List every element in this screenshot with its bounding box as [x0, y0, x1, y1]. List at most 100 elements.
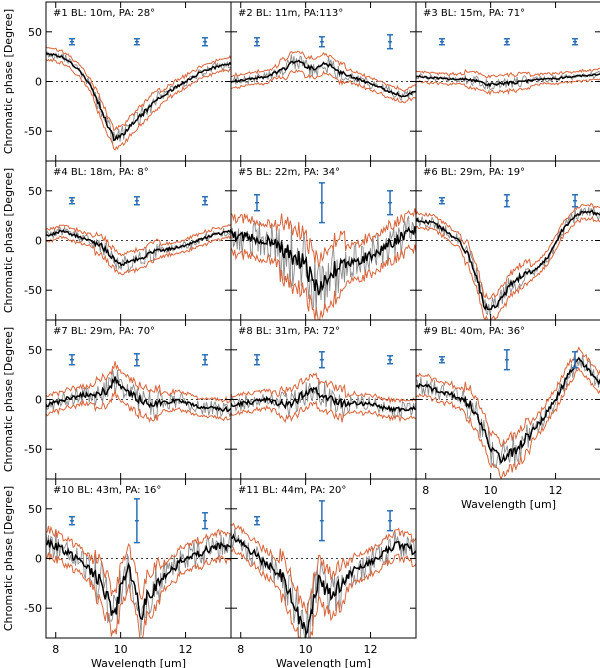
error-bar [133, 196, 140, 206]
mean-phase-curve [231, 59, 416, 98]
panel-2: #2 BL: 11m, PA:113° [230, 1, 417, 162]
y-tick-label: -50 [24, 602, 42, 615]
panel-3: #3 BL: 15m, PA: 71° [415, 1, 600, 162]
plot-area [46, 361, 231, 423]
mean-phase-curve [416, 356, 600, 464]
plot-area [416, 346, 600, 479]
error-bar [68, 38, 75, 46]
upper-envelope [231, 372, 416, 405]
upper-envelope [416, 346, 600, 448]
x-tick-label: 8 [422, 484, 429, 497]
error-bar [387, 510, 394, 532]
y-tick-label: -50 [24, 284, 42, 297]
x-axis-label: Wavelength [um] [461, 498, 556, 511]
lower-envelope [231, 244, 416, 320]
panel-10: #10 BL: 43m, PA: 16° -50 0 50 Chromatic phas… [2, 478, 232, 668]
y-tick-label: 50 [28, 185, 42, 198]
error-bar [572, 38, 579, 46]
lower-envelope [46, 234, 231, 276]
error-bar [438, 356, 445, 364]
x-tick-label: 12 [179, 643, 193, 656]
error-bar [68, 354, 75, 366]
upper-envelope [46, 361, 231, 404]
panel-5: #5 BL: 22m, PA: 34° [230, 160, 417, 321]
y-axis-label: Chromatic phase [Degree] [2, 486, 15, 631]
error-bar [503, 194, 510, 208]
mean-phase-curve [46, 376, 231, 413]
x-tick-label: 10 [114, 643, 128, 656]
panel-label: #1 BL: 10m, PA: 28° [53, 8, 155, 19]
plot-area [231, 208, 416, 320]
panel-label: #6 BL: 29m, PA: 19° [423, 167, 525, 178]
upper-envelope [46, 525, 231, 600]
error-bar [438, 38, 445, 46]
error-bar [503, 349, 510, 371]
panel-label: #4 BL: 18m, PA: 8° [53, 167, 149, 178]
lower-envelope [46, 58, 231, 151]
error-bar [202, 196, 209, 206]
error-bar [253, 516, 260, 526]
panel-1: #1 BL: 10m, PA: 28° -50 0 50 Chromatic phase… [2, 1, 232, 162]
x-axis-label: Wavelength [um] [91, 657, 186, 668]
mean-phase-curve [231, 226, 416, 296]
lower-envelope [416, 366, 600, 479]
plot-area [416, 67, 600, 96]
y-axis-label: Chromatic phase [Degree] [2, 9, 15, 154]
error-bar [438, 197, 445, 205]
raw-phase-curve [231, 380, 416, 419]
panel-label: #3 BL: 15m, PA: 71° [423, 8, 525, 19]
mean-phase-curve [46, 52, 231, 142]
plot-area [46, 46, 231, 151]
error-bar [133, 498, 140, 544]
panel-frame [45, 1, 232, 162]
panel-7: #7 BL: 29m, PA: 70° -50 0 50 Chromatic phase… [2, 319, 232, 480]
error-bar [572, 194, 579, 208]
raw-phase-curve [416, 207, 600, 316]
mean-phase-curve [46, 229, 231, 267]
panel-label: #5 BL: 22m, PA: 34° [238, 167, 340, 178]
y-tick-label: 50 [28, 344, 42, 357]
panel-label: #2 BL: 11m, PA:113° [238, 8, 343, 19]
y-tick-label: 0 [35, 553, 42, 566]
error-bar [387, 34, 394, 50]
panel-label: #7 BL: 29m, PA: 70° [53, 326, 155, 337]
lower-envelope [231, 546, 416, 638]
error-bar [318, 351, 325, 369]
x-tick-label: 12 [549, 484, 563, 497]
y-tick-label: 0 [35, 394, 42, 407]
plot-area [46, 223, 231, 276]
plot-area [231, 50, 416, 104]
error-bar [318, 36, 325, 48]
mean-phase-curve [416, 72, 600, 88]
error-bar [68, 516, 75, 526]
plot-area [231, 522, 416, 638]
raw-phase-curve [46, 225, 231, 272]
mean-phase-curve [416, 209, 600, 311]
lower-envelope [416, 215, 600, 320]
error-bar [253, 194, 260, 212]
error-bar [387, 190, 394, 216]
error-bar [253, 37, 260, 47]
raw-phase-curve [46, 51, 231, 146]
error-bar [387, 355, 394, 365]
error-bar [318, 500, 325, 542]
y-axis-label: Chromatic phase [Degree] [2, 327, 15, 472]
upper-envelope [231, 50, 416, 92]
panel-6: #6 BL: 29m, PA: 19° [415, 160, 600, 321]
y-tick-label: -50 [24, 443, 42, 456]
error-bar [503, 38, 510, 46]
lower-envelope [231, 400, 416, 423]
panel-label: #11 BL: 44m, PA: 20° [238, 485, 346, 496]
y-axis-label: Chromatic phase [Degree] [2, 168, 15, 313]
upper-envelope [46, 46, 231, 132]
lower-envelope [46, 389, 231, 423]
panel-4: #4 BL: 18m, PA: 8° -50 0 50 Chromatic phase … [2, 160, 232, 321]
raw-phase-curve [46, 369, 231, 419]
lower-envelope [416, 78, 600, 96]
upper-envelope [46, 223, 231, 257]
error-bar [253, 354, 260, 366]
upper-envelope [416, 67, 600, 79]
upper-envelope [231, 208, 416, 269]
